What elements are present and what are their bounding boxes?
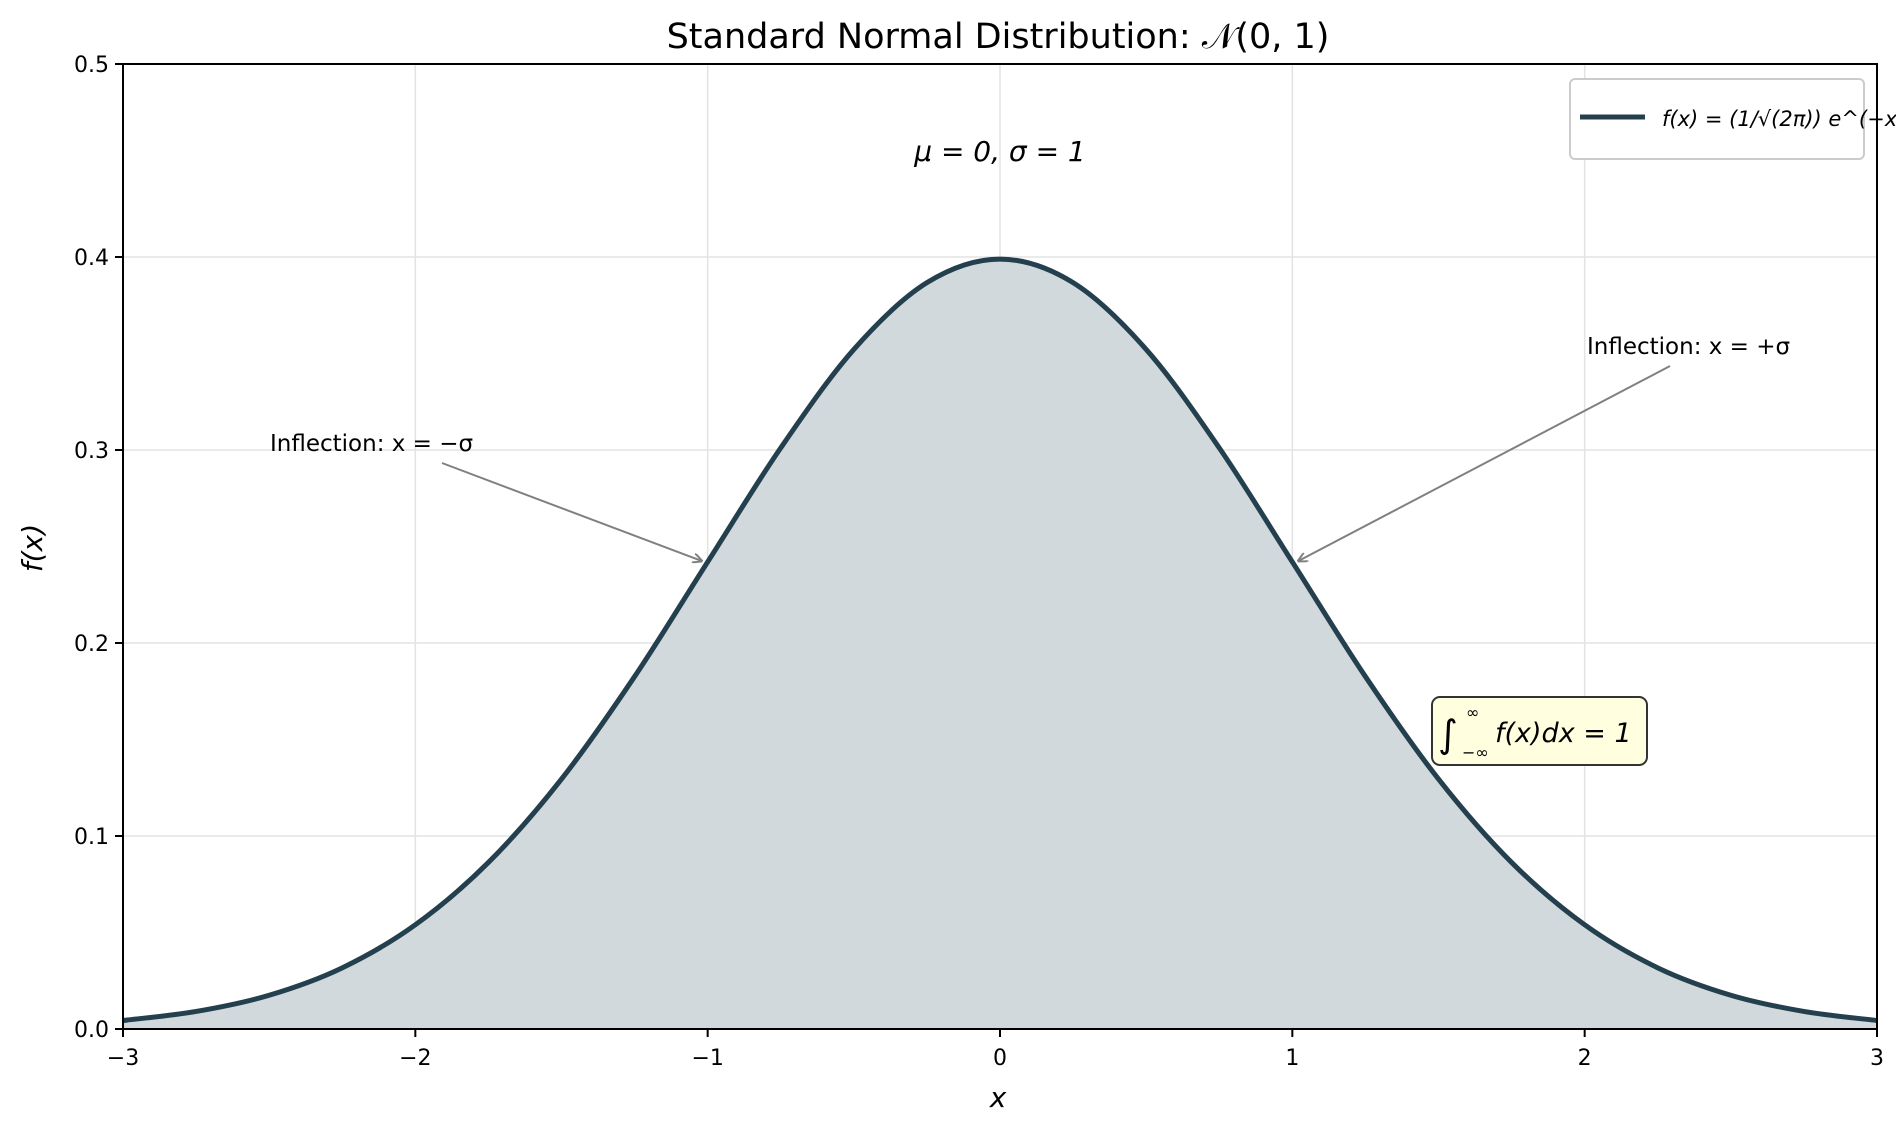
legend-label: f(x) = (1/√(2π)) e^(−x²/2) [1662,107,1896,131]
params-annotation: μ = 0, σ = 1 [913,135,1086,168]
x-tick-label: 2 [1578,1046,1592,1071]
inflection-right-arrow [1298,365,1671,561]
inflection-left-arrow [441,462,702,561]
integral-upper-limit: ∞ [1466,703,1479,722]
integral-sign: ∫ [1438,712,1458,756]
x-tick-label: 0 [993,1046,1007,1071]
x-tick-label: −2 [399,1046,431,1071]
chart-title: Standard Normal Distribution: 𝒩(0, 1) [667,17,1330,57]
area-fill [123,259,1877,1029]
x-axis-ticks: −3 −2 −1 0 1 2 3 [107,1029,1884,1071]
inflection-left-label: Inflection: x = −σ [270,431,473,457]
y-tick-label: 0.0 [74,1018,109,1043]
legend: f(x) = (1/√(2π)) e^(−x²/2) [1569,78,1896,160]
x-tick-label: −3 [107,1046,139,1071]
integral-annotation: f(x)dx = 1 [1495,718,1632,749]
integral-lower-limit: −∞ [1462,743,1489,762]
legend-box [1569,78,1865,160]
y-axis-ticks: 0.0 0.1 0.2 0.3 0.4 0.5 [74,53,123,1043]
x-tick-label: 1 [1285,1046,1299,1071]
y-tick-label: 0.5 [74,53,109,78]
density-curve [122,256,1878,1023]
x-tick-label: 3 [1870,1046,1884,1071]
y-tick-label: 0.3 [74,439,109,464]
y-axis-label: f(x) [16,524,49,572]
y-tick-label: 0.1 [74,825,109,850]
x-axis-label: x [989,1081,1007,1114]
x-tick-label: −1 [691,1046,723,1071]
integral-box [1431,696,1648,766]
y-tick-label: 0.2 [74,632,109,657]
inflection-right-label: Inflection: x = +σ [1587,334,1790,360]
y-tick-label: 0.4 [74,246,109,271]
